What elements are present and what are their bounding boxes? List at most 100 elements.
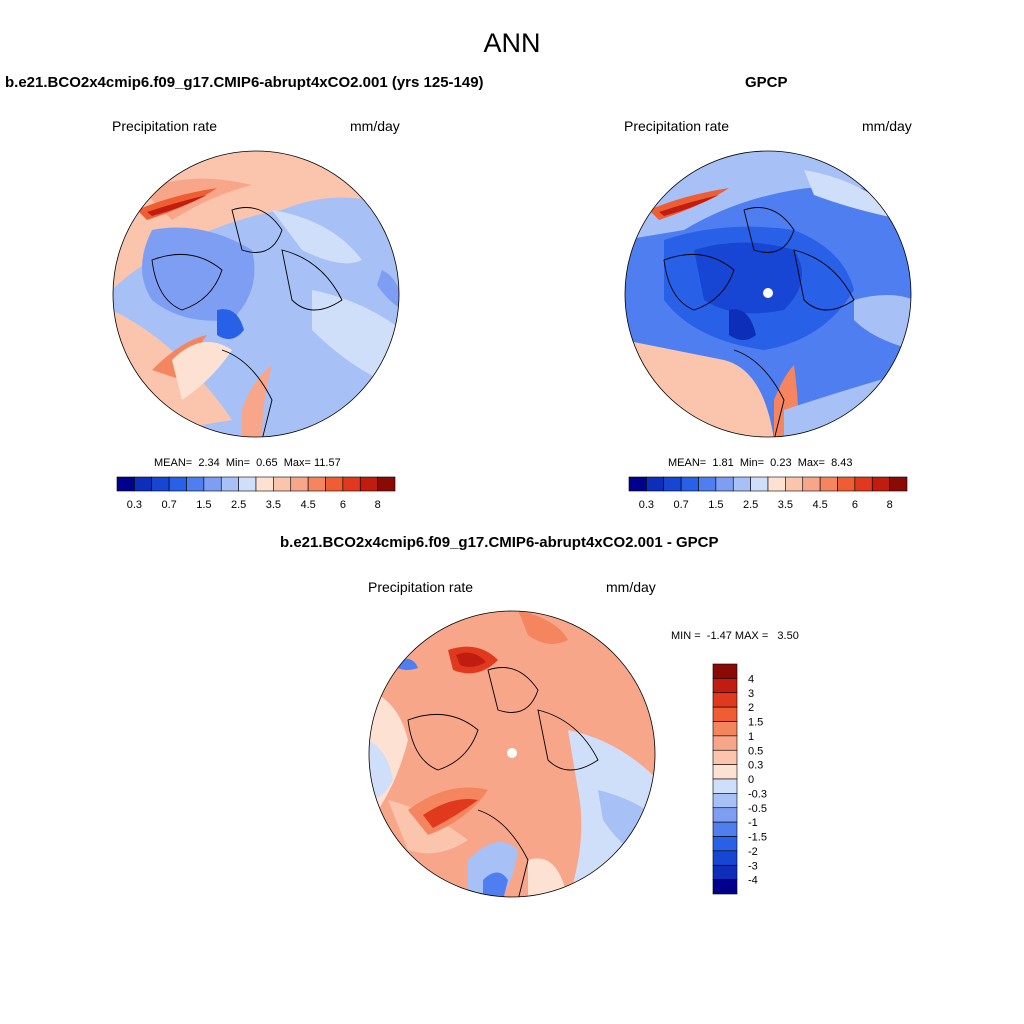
- diff-units-label: mm/day: [606, 579, 656, 595]
- colorbar-swatch: [255, 476, 274, 492]
- colorbar-swatch: [186, 476, 205, 492]
- colorbar-swatch: [767, 476, 786, 492]
- colorbar-swatch: [889, 476, 908, 492]
- colorbar-tick-label: 3.5: [266, 499, 281, 511]
- colorbar-swatch: [871, 476, 890, 492]
- colorbar-tick-label: 0.3: [748, 760, 763, 772]
- colorbar-swatch: [715, 476, 734, 492]
- model-variable-label: Precipitation rate: [112, 118, 218, 134]
- colorbar-swatch: [307, 476, 326, 492]
- colorbar-swatch: [712, 764, 738, 780]
- colorbar-tick-label: 1.5: [708, 499, 723, 511]
- colorbar-tick-label: 3.5: [778, 499, 793, 511]
- colorbar-swatch: [712, 821, 738, 837]
- colorbar-swatch: [168, 476, 187, 492]
- colorbar-swatch: [712, 836, 738, 852]
- colorbar-swatch: [342, 476, 361, 492]
- colorbar-swatch: [712, 678, 738, 694]
- colorbar-swatch: [712, 721, 738, 737]
- colorbar-swatch: [712, 850, 738, 866]
- colorbar-swatch: [238, 476, 257, 492]
- obs-polar-map: [624, 150, 912, 438]
- colorbar-swatch: [732, 476, 751, 492]
- colorbar-swatch: [203, 476, 222, 492]
- obs-mean-value: 1.81: [712, 457, 734, 469]
- obs-panel-title: GPCP: [745, 74, 788, 91]
- model-min-value: 0.65: [256, 457, 278, 469]
- colorbar-tick-label: 4: [748, 673, 754, 685]
- obs-stats: MEAN= 1.81 Min= 0.23 Max= 8.43: [668, 457, 853, 469]
- colorbar-swatch: [151, 476, 170, 492]
- colorbar-swatch: [712, 879, 738, 895]
- colorbar-tick-label: 0.3: [127, 499, 142, 511]
- colorbar-swatch: [646, 476, 665, 492]
- colorbar-tick-label: 6: [340, 499, 346, 511]
- model-mean-value: 2.34: [198, 457, 220, 469]
- colorbar-tick-label: -1.5: [748, 832, 767, 844]
- colorbar-tick-label: 0: [748, 774, 754, 786]
- obs-variable-label: Precipitation rate: [624, 118, 730, 134]
- colorbar-tick-label: 1: [748, 731, 754, 743]
- colorbar-tick-label: 2.5: [231, 499, 246, 511]
- obs-colorbar: 0.3 0.7 1.5 2.5 3.5 4.5 6 8: [628, 476, 908, 511]
- colorbar-tick-label: 3: [748, 688, 754, 700]
- colorbar-tick-label: -4: [748, 875, 758, 887]
- colorbar-swatch: [712, 706, 738, 722]
- colorbar-tick-label: -3: [748, 860, 758, 872]
- colorbar-swatch: [712, 749, 738, 765]
- colorbar-swatch: [712, 735, 738, 751]
- colorbar-swatch: [712, 807, 738, 823]
- colorbar-swatch: [290, 476, 309, 492]
- obs-units-label: mm/day: [862, 118, 912, 134]
- colorbar-tick-label: 8: [887, 499, 893, 511]
- diff-polar-map: [368, 610, 656, 898]
- colorbar-tick-label: 0.7: [673, 499, 688, 511]
- colorbar-swatch: [663, 476, 682, 492]
- colorbar-tick-label: -0.5: [748, 803, 767, 815]
- colorbar-swatch: [712, 793, 738, 809]
- colorbar-tick-label: 2.5: [743, 499, 758, 511]
- colorbar-swatch: [712, 663, 738, 679]
- colorbar-swatch: [712, 778, 738, 794]
- colorbar-swatch: [220, 476, 239, 492]
- colorbar-tick-label: 8: [375, 499, 381, 511]
- colorbar-swatch: [325, 476, 344, 492]
- model-polar-map: [112, 150, 400, 438]
- diff-stats: MIN = -1.47 MAX = 3.50: [671, 630, 799, 642]
- colorbar-swatch: [712, 864, 738, 880]
- colorbar-swatch: [359, 476, 378, 492]
- season-title: ANN: [483, 28, 541, 58]
- diff-max-value: 3.50: [777, 630, 799, 642]
- colorbar-swatch: [377, 476, 396, 492]
- diff-panel-title: b.e21.BCO2x4cmip6.f09_g17.CMIP6-abrupt4x…: [280, 534, 719, 551]
- colorbar-tick-label: -0.3: [748, 788, 767, 800]
- colorbar-swatch: [273, 476, 292, 492]
- colorbar-tick-label: 0.3: [639, 499, 654, 511]
- colorbar-swatch: [785, 476, 804, 492]
- colorbar-tick-label: 2: [748, 702, 754, 714]
- obs-min-value: 0.23: [770, 457, 792, 469]
- colorbar-swatch: [819, 476, 838, 492]
- colorbar-tick-label: 4.5: [812, 499, 827, 511]
- colorbar-swatch: [116, 476, 135, 492]
- model-panel-title: b.e21.BCO2x4cmip6.f09_g17.CMIP6-abrupt4x…: [5, 74, 484, 91]
- colorbar-swatch: [712, 692, 738, 708]
- model-stats: MEAN= 2.34 Min= 0.65 Max= 11.57: [154, 457, 341, 469]
- diff-variable-label: Precipitation rate: [368, 579, 474, 595]
- colorbar-swatch: [750, 476, 769, 492]
- colorbar-tick-label: 4.5: [300, 499, 315, 511]
- model-max-value: 11.57: [314, 457, 341, 469]
- colorbar-swatch: [680, 476, 699, 492]
- colorbar-swatch: [802, 476, 821, 492]
- colorbar-tick-label: 1.5: [748, 717, 763, 729]
- model-units-label: mm/day: [350, 118, 400, 134]
- colorbar-swatch: [134, 476, 153, 492]
- colorbar-tick-label: -1: [748, 817, 758, 829]
- colorbar-swatch: [698, 476, 717, 492]
- colorbar-tick-label: 0.5: [748, 745, 763, 757]
- colorbar-swatch: [628, 476, 647, 492]
- colorbar-tick-label: -2: [748, 846, 758, 858]
- diff-colorbar: 4 3 2 1.5 1 0.5 0.3 0 -0.3 -0.5 -1 -1.5 -2 -3 -4: [712, 663, 767, 895]
- colorbar-swatch: [837, 476, 856, 492]
- model-colorbar: 0.3 0.7 1.5 2.5 3.5 4.5 6 8: [116, 476, 396, 511]
